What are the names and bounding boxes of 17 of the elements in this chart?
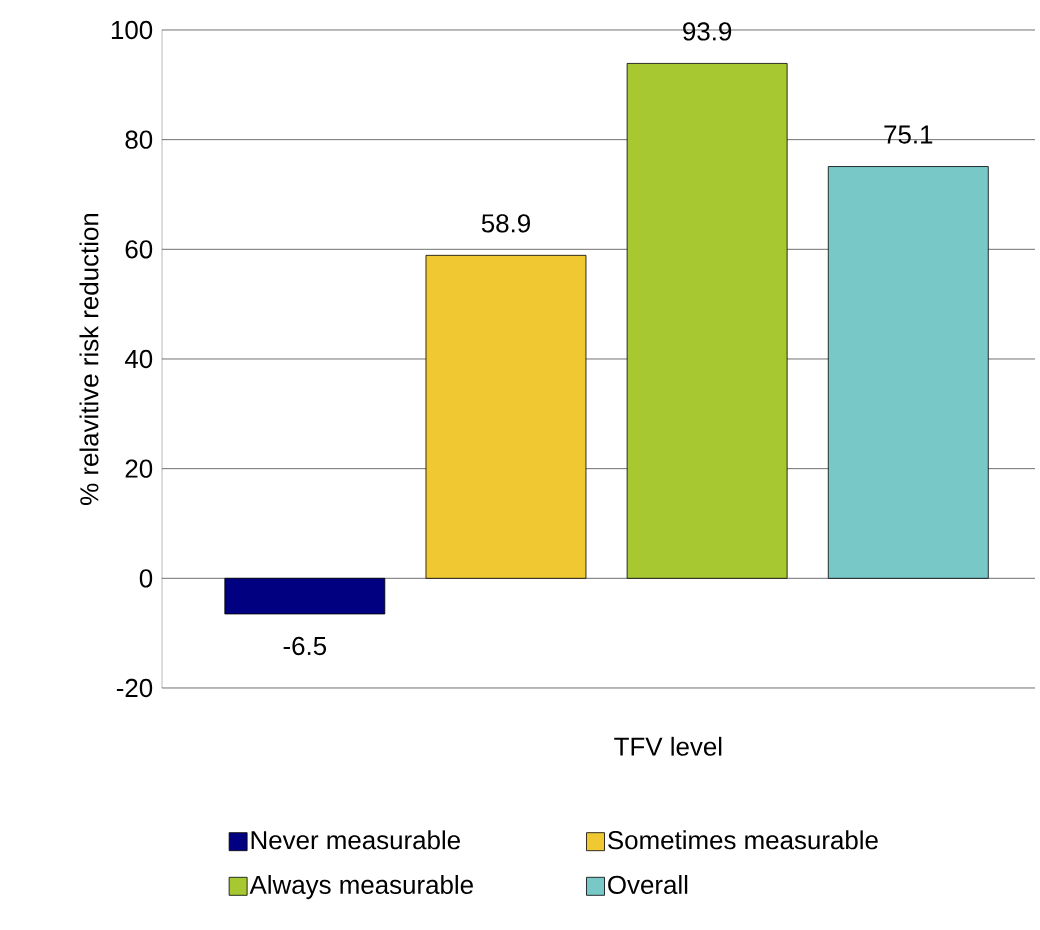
y-axis-title: % relavitive risk reduction (79, 213, 99, 505)
legend-label: Overall (608, 875, 688, 895)
y-tick-label: 20 (125, 459, 153, 478)
y-tick-label: 60 (125, 240, 153, 259)
y-tick-label: 100 (111, 20, 153, 40)
legend-label: Never measurable (251, 830, 460, 850)
legend-label: Sometimes measurable (608, 830, 878, 850)
data-label: -6.5 (283, 636, 327, 656)
data-label: 58.9 (481, 214, 530, 233)
data-label: 93.9 (683, 22, 732, 41)
y-tick-label: 0 (139, 569, 153, 588)
x-axis-title: TFV level (614, 736, 722, 756)
y-tick-label: -20 (116, 678, 153, 698)
legend-label: Always measurable (249, 875, 473, 900)
y-tick-label: 40 (124, 349, 153, 369)
data-label: 75.1 (884, 125, 933, 144)
y-tick-label: 80 (125, 130, 153, 149)
